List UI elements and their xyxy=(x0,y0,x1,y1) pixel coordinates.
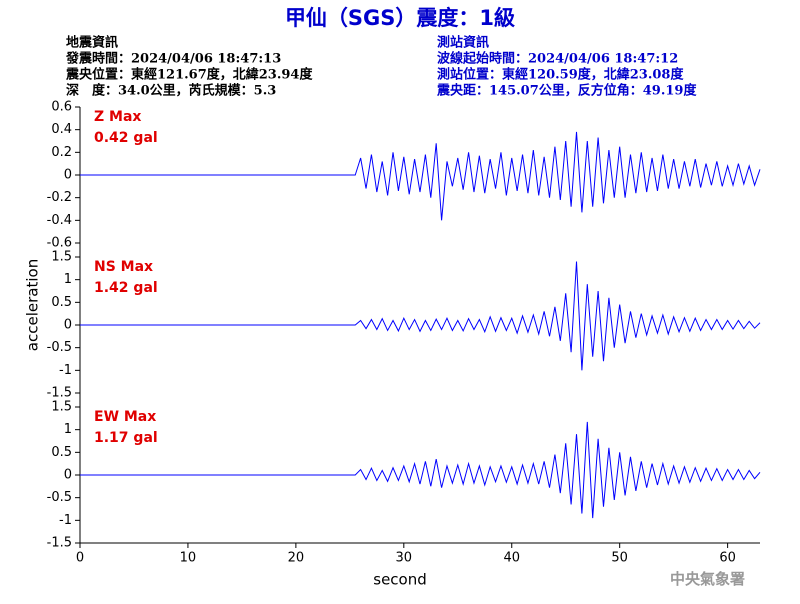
y-tick-label: 0 xyxy=(64,168,72,183)
info-line: 測站資訊 xyxy=(437,35,489,51)
info-line: 發震時間：2024/04/06 18:47:13 xyxy=(65,51,281,67)
y-tick-label: -0.5 xyxy=(47,490,72,505)
x-tick-label: 50 xyxy=(611,551,628,566)
y-tick-label: -0.5 xyxy=(47,340,72,355)
y-tick-label: -1 xyxy=(59,513,72,528)
info-line: 震央距：145.07公里，反方位角：49.19度 xyxy=(436,83,697,99)
y-tick-label: -0.2 xyxy=(47,190,72,205)
info-line: 波線起始時間：2024/04/06 18:47:12 xyxy=(437,51,678,67)
y-tick-label: 0.5 xyxy=(51,445,72,460)
x-tick-label: 10 xyxy=(180,551,197,566)
title: 甲仙（SGS）震度：1級 xyxy=(285,6,515,30)
y-tick-label: 0 xyxy=(64,318,72,333)
y-tick-label: -0.4 xyxy=(47,213,72,228)
x-tick-label: 60 xyxy=(719,551,736,566)
annotation: NS Max xyxy=(94,259,153,275)
y-axis-label: acceleration xyxy=(24,259,42,351)
waveform xyxy=(80,261,761,371)
y-tick-label: 1 xyxy=(64,272,72,287)
y-tick-label: -1.5 xyxy=(47,386,72,401)
x-tick-label: 30 xyxy=(396,551,413,566)
annotation: 0.42 gal xyxy=(94,130,158,146)
y-tick-label: -1.5 xyxy=(47,536,72,551)
y-tick-label: -0.6 xyxy=(47,236,72,251)
y-tick-label: 0 xyxy=(64,468,72,483)
y-tick-label: 0.2 xyxy=(51,145,72,160)
y-tick-label: 0.4 xyxy=(51,122,72,137)
y-tick-label: 1.5 xyxy=(51,400,72,415)
y-tick-label: 0.5 xyxy=(51,295,72,310)
waveform xyxy=(80,421,761,519)
footer: 中央氣象署 xyxy=(670,570,745,588)
x-tick-label: 20 xyxy=(288,551,305,566)
y-tick-label: 1.5 xyxy=(51,250,72,265)
info-line: 深 度：34.0公里，芮氏規模：5.3 xyxy=(66,83,276,99)
y-tick-label: -1 xyxy=(59,363,72,378)
annotation: Z Max xyxy=(94,109,141,125)
info-line: 震央位置：東經121.67度，北緯23.94度 xyxy=(65,67,313,83)
annotation: 1.42 gal xyxy=(94,280,158,296)
info-line: 地震資訊 xyxy=(66,35,118,51)
waveform xyxy=(80,131,761,221)
y-tick-label: 0.6 xyxy=(51,100,72,115)
x-tick-label: 0 xyxy=(76,551,84,566)
x-tick-label: 40 xyxy=(503,551,520,566)
x-axis-label: second xyxy=(373,571,427,589)
info-line: 測站位置：東經120.59度，北緯23.08度 xyxy=(437,67,684,83)
annotation: 1.17 gal xyxy=(94,430,158,446)
annotation: EW Max xyxy=(94,409,156,425)
y-tick-label: 1 xyxy=(64,422,72,437)
